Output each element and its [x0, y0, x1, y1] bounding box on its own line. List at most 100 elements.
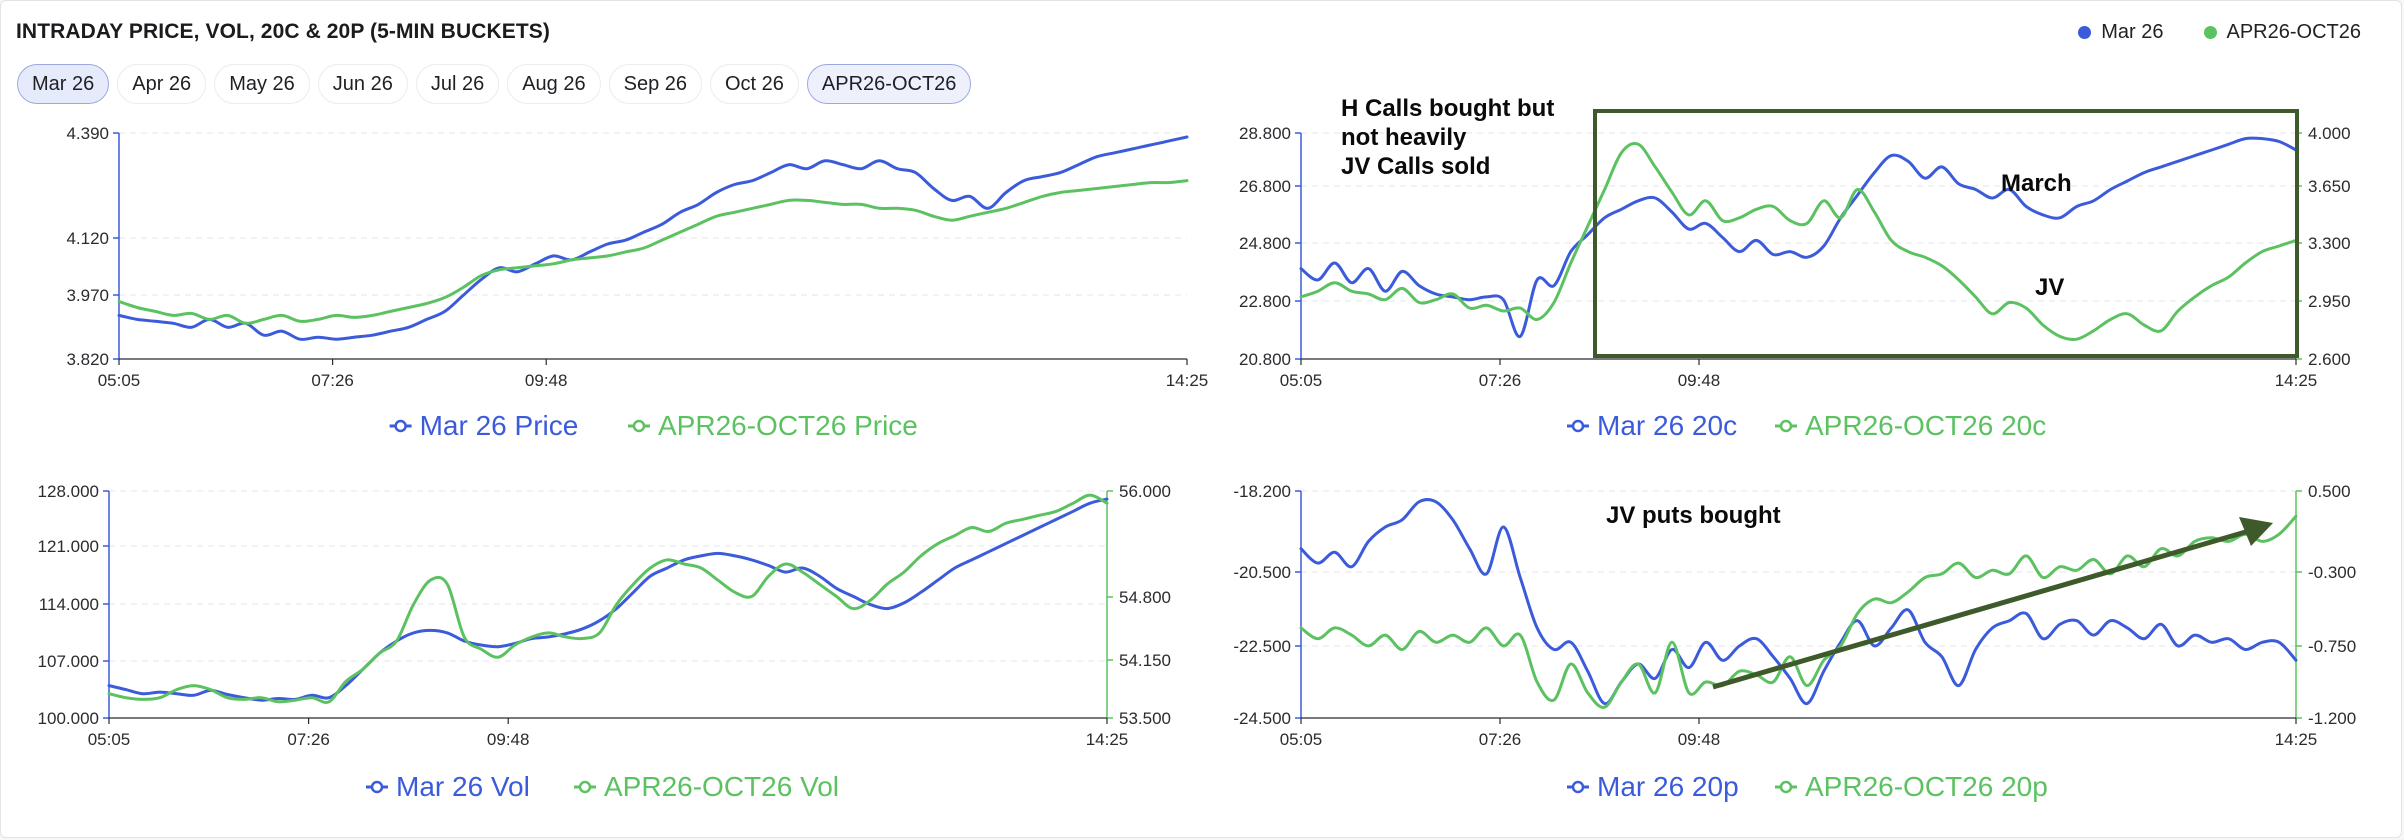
legend-marker-icon — [1779, 419, 1793, 433]
x-tick-label: 05:05 — [1280, 730, 1323, 749]
tab-aug-26[interactable]: Aug 26 — [507, 64, 601, 104]
right-tick-label: -0.300 — [2308, 563, 2356, 582]
tab-mar-26[interactable]: Mar 26 — [17, 64, 110, 104]
legend-item[interactable]: Mar 26 Vol — [366, 771, 530, 802]
annotation-march-label: March — [2001, 170, 2072, 197]
series-dot-icon — [2078, 26, 2092, 39]
x-tick-label: 07:26 — [287, 730, 330, 749]
series-line-green — [1299, 514, 2298, 709]
right-tick-label: 3.650 — [2308, 177, 2351, 196]
right-tick-label: 56.000 — [1119, 482, 1171, 501]
right-tick-label: 53.500 — [1119, 709, 1171, 728]
chart-legend: Mar 26 Vol APR26-OCT26 Vol — [366, 771, 839, 802]
tab-may-26[interactable]: May 26 — [214, 64, 310, 104]
chart-put20: -18.200 -20.500 -22.500 -24.500 0.500 -0.300 -… — [1233, 482, 2356, 802]
right-tick-label: 3.300 — [2308, 234, 2351, 253]
top-legend: Mar 26 APR26-OCT26 — [2078, 21, 2361, 44]
legend-label: Mar 26 Vol — [396, 771, 530, 802]
annotation-box — [1593, 109, 2299, 358]
legend-label: Mar 26 20c — [1597, 410, 1737, 441]
legend-label: Mar 26 Price — [420, 410, 579, 441]
right-tick-label: 2.950 — [2308, 292, 2351, 311]
tab-apr-26[interactable]: Apr 26 — [117, 64, 207, 104]
legend-marker-icon — [394, 419, 407, 433]
annotation-note-line: JV Calls sold — [1341, 153, 1490, 180]
left-tick-label: 4.120 — [66, 229, 109, 248]
chart-vol: 128.000 121.000 114.000 107.000 100.000 56.00… — [38, 482, 1171, 802]
x-tick-label: 05:05 — [1280, 371, 1323, 390]
legend-item-apr26-oct26[interactable]: APR26-OCT26 — [2203, 21, 2362, 44]
right-tick-label: 4.000 — [2308, 124, 2351, 143]
x-tick-label: 07:26 — [1479, 730, 1522, 749]
left-tick-label: 3.820 — [66, 350, 109, 369]
legend-label: APR26-OCT26 Vol — [604, 771, 839, 802]
series-dot-icon — [2203, 26, 2217, 39]
series-line-blue — [1299, 136, 2298, 338]
legend-marker-icon — [1571, 419, 1585, 433]
legend-item[interactable]: Mar 26 20p — [1567, 771, 1739, 802]
left-tick-label: 20.800 — [1239, 350, 1291, 369]
tab-apr26-oct26[interactable]: APR26-OCT26 — [806, 64, 972, 104]
chart-legend: Mar 26 20c APR26-OCT26 20c — [1567, 410, 2046, 441]
right-tick-label: -0.750 — [2308, 637, 2356, 656]
x-tick-label: 14:25 — [2275, 371, 2318, 390]
x-tick-label: 09:48 — [1678, 371, 1721, 390]
annotation-arrowhead-icon — [2239, 517, 2273, 546]
series-line-blue — [107, 497, 1109, 702]
right-tick-label: 0.500 — [2308, 482, 2351, 501]
series-line-green — [1299, 142, 2298, 342]
tab-sep-26[interactable]: Sep 26 — [608, 64, 702, 104]
left-tick-label: -18.200 — [1233, 482, 1291, 501]
legend-marker-icon — [370, 780, 384, 794]
legend-item[interactable]: Mar 26 Price — [389, 410, 579, 441]
legend-marker-icon — [1779, 780, 1793, 794]
legend-item[interactable]: APR26-OCT26 20c — [1775, 410, 2046, 441]
series-line-green — [107, 493, 1109, 704]
x-tick-label: 09:48 — [487, 730, 530, 749]
left-tick-label: 3.970 — [66, 286, 109, 305]
legend-marker-icon — [632, 419, 646, 433]
left-tick-label: -20.500 — [1233, 563, 1291, 582]
left-tick-label: 28.800 — [1239, 124, 1291, 143]
tab-jun-26[interactable]: Jun 26 — [317, 64, 408, 104]
legend-label: APR26-OCT26 20c — [1805, 410, 2046, 441]
chart-call20: 28.800 26.800 24.800 22.800 20.800 4.000 3.650… — [1239, 124, 2351, 441]
chart-price: 4.390 4.120 3.970 3.820 05:05 07:26 09:48 14:25… — [66, 124, 1208, 441]
legend-item-mar26[interactable]: Mar 26 — [2078, 21, 2164, 44]
legend-item[interactable]: APR26-OCT26 Price — [628, 410, 918, 441]
series-line-green — [117, 179, 1189, 325]
right-tick-label: 54.800 — [1119, 588, 1171, 607]
right-tick-label: 2.600 — [2308, 350, 2351, 369]
right-tick-label: 54.150 — [1119, 651, 1171, 670]
x-tick-label: 09:48 — [1678, 730, 1721, 749]
left-tick-label: 4.390 — [66, 124, 109, 143]
x-tick-label: 05:05 — [88, 730, 131, 749]
tab-oct-26[interactable]: Oct 26 — [710, 64, 799, 104]
left-tick-label: 24.800 — [1239, 234, 1291, 253]
annotation-note-line: H Calls bought but — [1341, 95, 1554, 122]
annotation-jv-label: JV — [2035, 274, 2064, 301]
legend-label: APR26-OCT26 Price — [658, 410, 918, 441]
left-tick-label: 100.000 — [38, 709, 99, 728]
page-title: INTRADAY PRICE, VOL, 20C & 20P (5-MIN BU… — [16, 20, 550, 43]
tab-jul-26[interactable]: Jul 26 — [415, 64, 500, 104]
legend-label: Mar 26 — [2101, 21, 2164, 43]
left-tick-label: 22.800 — [1239, 292, 1291, 311]
left-tick-label: 114.000 — [39, 595, 99, 614]
left-tick-label: 107.000 — [38, 652, 99, 671]
left-tick-label: 121.000 — [38, 537, 99, 556]
annotation-put-note: JV puts bought — [1606, 502, 1781, 529]
legend-label: APR26-OCT26 — [2226, 21, 2362, 43]
legend-item[interactable]: Mar 26 20c — [1567, 410, 1737, 441]
x-tick-label: 09:48 — [525, 371, 568, 390]
legend-item[interactable]: APR26-OCT26 Vol — [574, 771, 839, 802]
left-tick-label: -22.500 — [1233, 637, 1291, 656]
x-tick-label: 14:25 — [2275, 730, 2318, 749]
legend-label: APR26-OCT26 20p — [1805, 771, 2048, 802]
contract-tabs: Mar 26 Apr 26 May 26 Jun 26 Jul 26 Aug 2… — [17, 64, 972, 104]
legend-item[interactable]: APR26-OCT26 20p — [1775, 771, 2048, 802]
x-tick-label: 07:26 — [311, 371, 354, 390]
